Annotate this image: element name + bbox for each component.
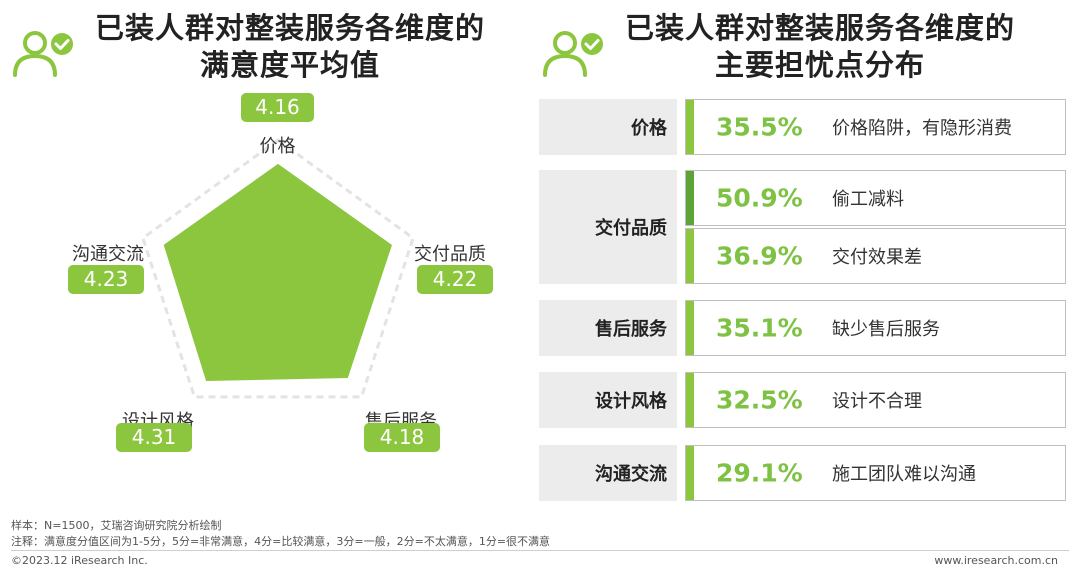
concern-row: 29.1% 施工团队难以沟通 bbox=[685, 445, 1066, 501]
row-accent-bar bbox=[686, 373, 694, 427]
left-title: 已装人群对整装服务各维度的 满意度平均值 bbox=[70, 10, 510, 84]
badge-communication: 4.23 bbox=[68, 265, 144, 294]
category-price: 价格 bbox=[539, 99, 677, 155]
left-title-line2: 满意度平均值 bbox=[199, 48, 380, 82]
user-check-icon bbox=[13, 31, 73, 77]
concern-desc: 交付效果差 bbox=[832, 247, 922, 268]
badge-aftersales: 4.18 bbox=[364, 423, 440, 452]
radar-chart bbox=[141, 138, 415, 399]
concern-pct: 50.9% bbox=[716, 183, 803, 213]
sample-note: 样本：N=1500，艾瑞咨询研究院分析绘制 bbox=[11, 519, 222, 532]
radar-series-area bbox=[163, 163, 392, 381]
category-label: 价格 bbox=[631, 118, 667, 139]
category-label: 交付品质 bbox=[595, 218, 667, 239]
row-accent-bar bbox=[686, 229, 694, 283]
badge-delivery: 4.22 bbox=[417, 265, 493, 294]
concern-desc: 价格陷阱，有隐形消费 bbox=[832, 118, 1012, 139]
right-title-line1: 已装人群对整装服务各维度的 bbox=[624, 11, 1015, 45]
category-aftersales: 售后服务 bbox=[539, 300, 677, 356]
category-label: 沟通交流 bbox=[595, 464, 667, 485]
footer-divider bbox=[11, 550, 1069, 551]
right-title: 已装人群对整装服务各维度的 主要担忧点分布 bbox=[600, 10, 1040, 84]
concern-desc: 偷工减料 bbox=[832, 189, 904, 210]
concern-row: 36.9% 交付效果差 bbox=[685, 228, 1066, 284]
category-communication: 沟通交流 bbox=[539, 445, 677, 501]
user-check-icon bbox=[543, 31, 603, 77]
copyright: ©2023.12 iResearch Inc. bbox=[11, 554, 148, 567]
concern-desc: 施工团队难以沟通 bbox=[832, 464, 976, 485]
axis-label-delivery: 交付品质 bbox=[414, 244, 486, 265]
axis-label-price: 价格 bbox=[259, 136, 296, 157]
badge-price: 4.16 bbox=[241, 93, 314, 122]
website-link[interactable]: www.iresearch.com.cn bbox=[934, 554, 1058, 567]
category-delivery: 交付品质 bbox=[539, 170, 677, 284]
category-label: 售后服务 bbox=[595, 319, 667, 340]
badge-design: 4.31 bbox=[116, 423, 192, 452]
concern-row: 50.9% 偷工减料 bbox=[685, 170, 1066, 226]
category-design: 设计风格 bbox=[539, 372, 677, 428]
axis-label-communication: 沟通交流 bbox=[72, 244, 144, 265]
row-accent-bar bbox=[686, 446, 694, 500]
concern-pct: 35.1% bbox=[716, 313, 803, 343]
concern-row: 35.5% 价格陷阱，有隐形消费 bbox=[685, 99, 1066, 155]
concern-pct: 29.1% bbox=[716, 458, 803, 488]
concern-desc: 缺少售后服务 bbox=[832, 319, 940, 340]
concern-row: 35.1% 缺少售后服务 bbox=[685, 300, 1066, 356]
concern-row: 32.5% 设计不合理 bbox=[685, 372, 1066, 428]
score-note: 注释：满意度分值区间为1-5分，5分=非常满意，4分=比较满意，3分=一般，2分… bbox=[11, 535, 551, 548]
concern-pct: 32.5% bbox=[716, 385, 803, 415]
concern-pct: 36.9% bbox=[716, 241, 803, 271]
row-accent-bar bbox=[686, 301, 694, 355]
concern-pct: 35.5% bbox=[716, 112, 803, 142]
left-title-line1: 已装人群对整装服务各维度的 bbox=[94, 11, 485, 45]
row-accent-bar bbox=[686, 171, 694, 225]
concern-desc: 设计不合理 bbox=[832, 391, 922, 412]
right-title-line2: 主要担忧点分布 bbox=[714, 48, 925, 82]
category-label: 设计风格 bbox=[595, 391, 667, 412]
row-accent-bar bbox=[686, 100, 694, 154]
